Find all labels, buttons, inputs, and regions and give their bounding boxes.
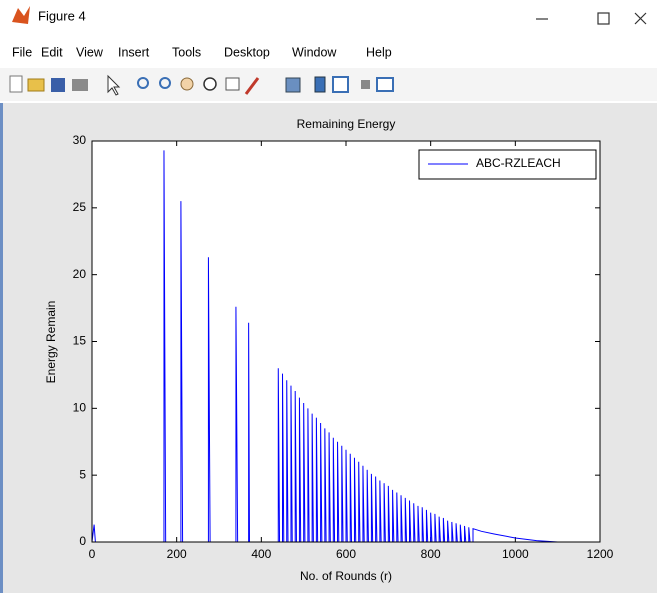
y-tick-label: 10 [73,401,87,415]
maximize-button[interactable] [597,12,610,25]
y-tick-label: 0 [79,534,86,548]
x-tick-label: 800 [421,547,441,561]
pan-icon[interactable] [180,77,194,91]
zoom-in-icon[interactable] [137,77,149,89]
legend-icon[interactable] [332,76,349,93]
chart-title: Remaining Energy [297,117,396,131]
menu-item[interactable]: Window [292,45,337,59]
legend-label: ABC-RZLEACH [476,156,561,170]
menu-bar: File Edit View Insert Tools Desktop Wind… [12,45,392,59]
y-tick-label: 25 [73,200,87,214]
y-axis-label: Energy Remain [44,301,58,384]
close-button[interactable] [634,12,647,25]
x-axis-label: No. of Rounds (r) [300,569,392,583]
link-icon[interactable] [285,77,301,93]
x-tick-label: 1000 [502,547,529,561]
show-tools-icon[interactable] [376,77,394,92]
window-title: Figure 4 [38,8,86,23]
x-tick-label: 1200 [587,547,614,561]
colorbar-icon[interactable] [314,76,326,93]
zoom-out-icon[interactable] [159,77,171,89]
app-icon [12,6,30,24]
chart: Remaining Energy No. of Rounds (r) Energ… [44,117,613,583]
legend: ABC-RZLEACH [418,149,597,180]
menu-item[interactable]: Edit [41,45,63,59]
menu-item[interactable]: Tools [172,45,201,59]
save-icon[interactable] [51,78,65,92]
x-tick-label: 200 [167,547,187,561]
menu-item[interactable]: View [76,45,104,59]
menu-item[interactable]: Desktop [224,45,270,59]
datacursor-icon[interactable] [225,77,240,91]
menu-item[interactable]: File [12,45,32,59]
hide-tools-icon[interactable] [361,80,370,89]
window-border [0,103,3,593]
x-tick-label: 0 [89,547,96,561]
open-icon[interactable] [27,78,45,92]
title-bar: Figure 4 [12,6,647,25]
menu-item[interactable]: Insert [118,45,150,59]
x-tick-label: 600 [336,547,356,561]
rotate-icon[interactable] [203,77,217,91]
y-tick-label: 5 [79,467,86,481]
toolbar [0,68,657,101]
menu-item[interactable]: Help [366,45,392,59]
x-tick-label: 400 [251,547,271,561]
toolbar-background [0,68,657,101]
pointer-icon[interactable] [107,74,121,96]
brush-icon[interactable] [244,77,260,95]
new-icon[interactable] [9,75,23,93]
print-icon[interactable] [72,79,88,91]
axes-box [91,140,601,543]
y-tick-label: 20 [73,267,87,281]
y-tick-label: 15 [73,334,87,348]
y-tick-label: 30 [73,133,87,147]
